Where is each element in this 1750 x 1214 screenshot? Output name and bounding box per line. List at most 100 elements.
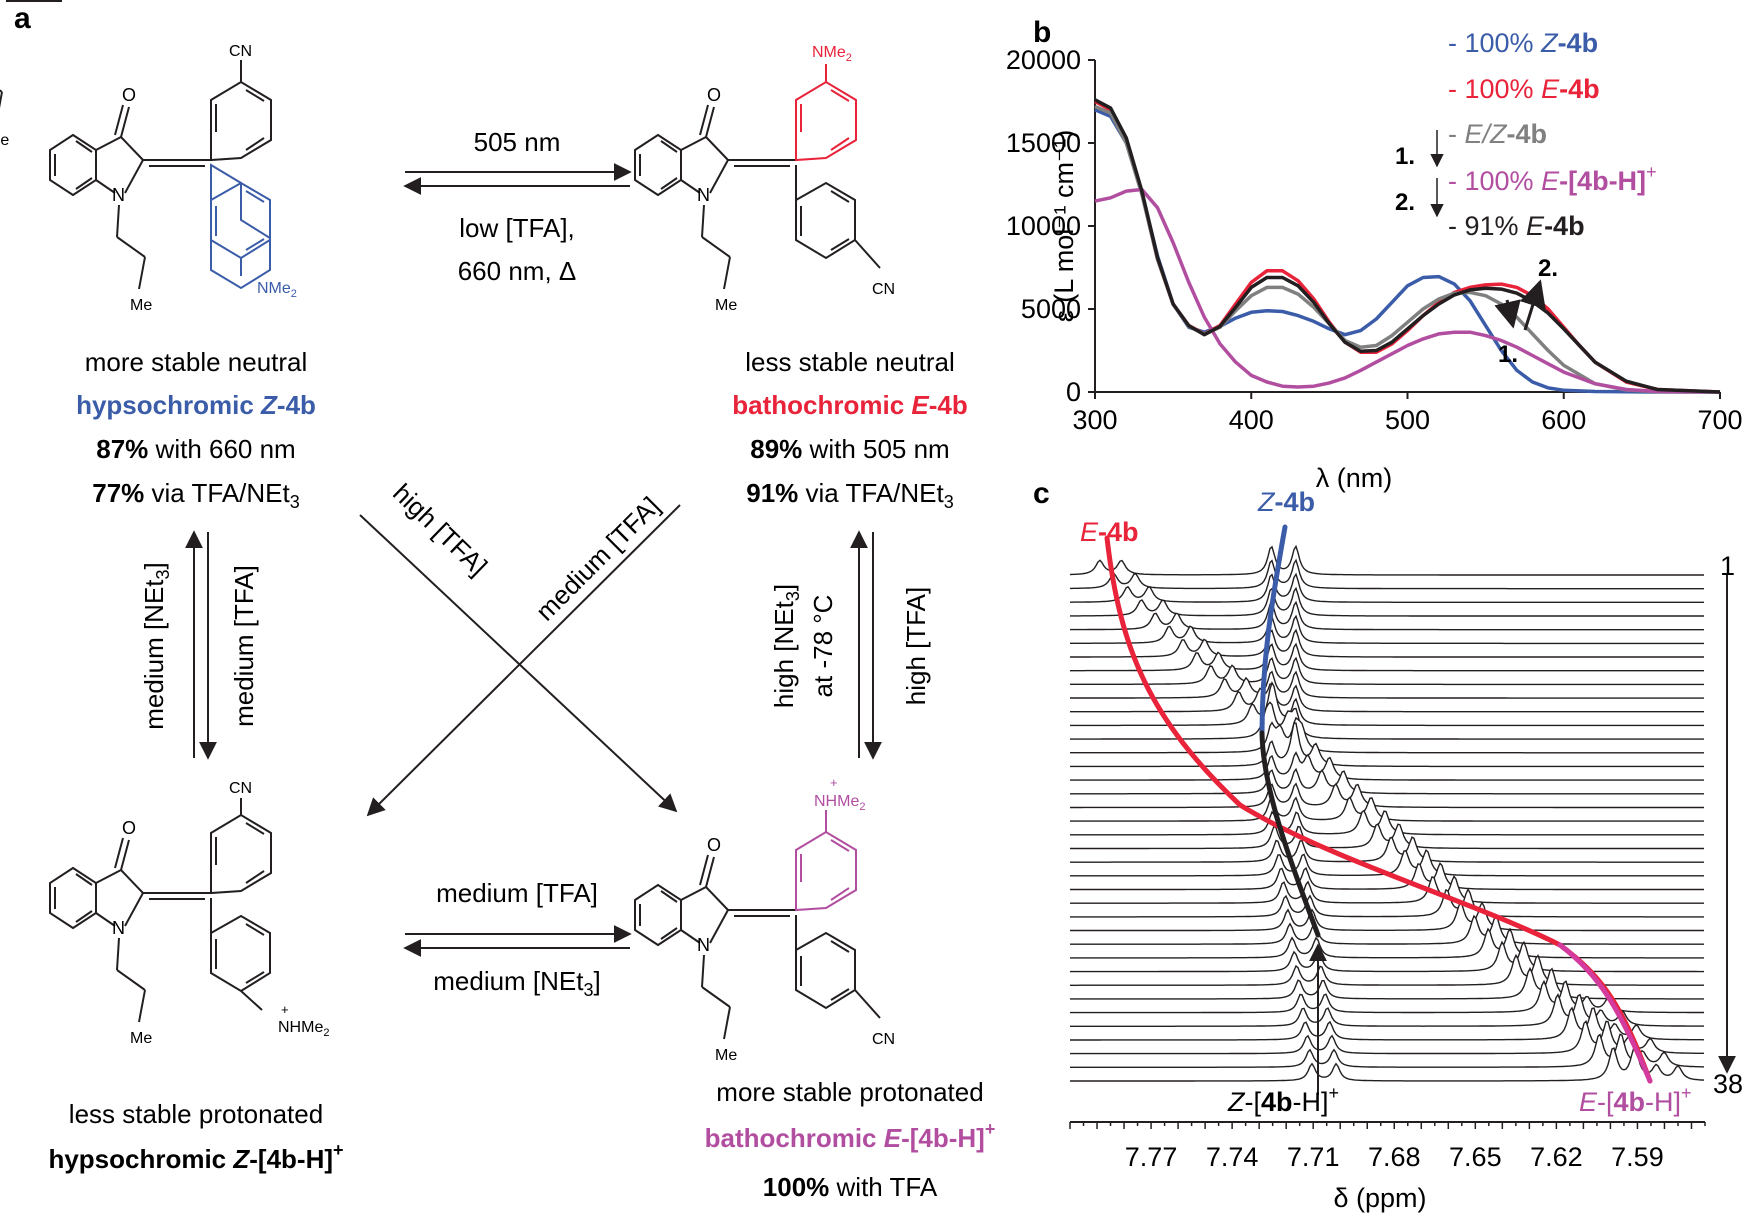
uv-ytick-label: 20000 <box>1006 45 1081 75</box>
nmr-spectrum-trace <box>1070 940 1704 973</box>
nmr-label-z4b: Z-4b <box>1257 487 1315 517</box>
bl-plus: + <box>281 1002 289 1017</box>
caption-top-left: more stable neutral hypsochromic Z-4b 87… <box>76 347 316 512</box>
panel-label-b: b <box>1033 16 1051 49</box>
nmr-spectrum-trace <box>1070 628 1704 658</box>
bl-nhme2-label: NHMe2 <box>278 1019 329 1039</box>
nmr-spectrum-trace <box>1070 642 1704 672</box>
cond-left-down: medium [TFA] <box>229 565 259 727</box>
tl-lower-aryl-nme2 <box>210 163 271 290</box>
svg-text:more stable neutral: more stable neutral <box>85 347 308 377</box>
br-cn-label: CN <box>872 1031 895 1048</box>
equilibrium-arrows-left <box>185 530 217 760</box>
panel-label-a: a <box>14 2 31 35</box>
cond-right-up-1: high [NEt3] <box>769 584 803 708</box>
br-nhme2-label: NHMe2 <box>814 793 865 813</box>
uv-step-1: 1. <box>1395 143 1415 170</box>
nmr-spectrum-trace <box>1070 1006 1705 1041</box>
tr-nme2-label: NMe2 <box>812 44 852 64</box>
uv-ylabel: ε (L mol⁻¹ cm⁻¹) <box>1049 130 1079 323</box>
nmr-spectrum-trace <box>1070 600 1704 631</box>
bl-lower-aryl-nhme2 <box>210 898 271 1011</box>
nmr-spectrum-trace <box>1070 614 1704 645</box>
svg-text:77% via TFA/NEt3: 77% via TFA/NEt3 <box>92 478 300 512</box>
caption-bottom-left: less stable protonated hypsochromic Z-[4… <box>48 1099 343 1174</box>
nmr-spectrum-trace <box>1070 682 1704 713</box>
uv-legend-entry: - E/Z-4b <box>1448 119 1547 149</box>
uv-xtick-label: 300 <box>1072 405 1117 435</box>
cond-top-back-2: 660 nm, Δ <box>458 256 577 286</box>
uv-legend-entry: - 100% E-[4b-H]+ <box>1448 162 1657 196</box>
equilibrium-arrows-bottom <box>403 925 632 957</box>
uv-step-2: 2. <box>1395 189 1415 216</box>
nmr-spectrum-trace <box>1070 681 1704 727</box>
nmr-spectrum-trace <box>1070 670 1704 699</box>
tr-upper-aryl-nme2 <box>795 64 857 162</box>
molecule-template: O N Me <box>0 0 62 149</box>
cond-top-forward: 505 nm <box>474 127 561 157</box>
tl-cn-label: CN <box>229 43 252 60</box>
nmr-xtick-label: 7.74 <box>1206 1142 1259 1172</box>
nmr-spectrum-trace <box>1070 993 1704 1027</box>
nmr-label-e4bh: E-[4b-H]+ <box>1579 1083 1692 1117</box>
tl-nme2-label: NMe2 <box>257 280 297 300</box>
uv-ytick-label: 5000 <box>1021 294 1081 324</box>
nmr-spectrum-trace <box>1070 809 1704 836</box>
cond-right-down: high [TFA] <box>901 587 931 706</box>
cond-right-up-2: at -78 °C <box>808 595 838 698</box>
uv-series-5 <box>1094 98 1721 394</box>
uv-legend-entry: - 100% E-4b <box>1448 74 1600 104</box>
nmr-axis: 7.77 7.74 7.71 7.68 7.65 7.62 7.59 <box>1069 1121 1706 1172</box>
svg-text:more stable protonated: more stable protonated <box>716 1077 983 1107</box>
curve-z-4b <box>1259 524 1288 736</box>
nmr-spectrum-trace <box>1070 875 1704 904</box>
nmr-spectrum-trace <box>1070 722 1704 768</box>
svg-text:bathochromic E-[4b-H]+: bathochromic E-[4b-H]+ <box>705 1119 996 1153</box>
nmr-spectrum-trace <box>1070 901 1704 932</box>
cond-bottom-forward: medium [TFA] <box>436 878 598 908</box>
tl-lower-ring <box>210 181 271 276</box>
uv-series <box>1094 98 1721 394</box>
uv-vis-chart: 0 5000 10000 15000 20000 300 400 500 600 700 ε (L… <box>1006 28 1743 493</box>
molecule-z-4b <box>49 84 212 315</box>
cond-diag-1: high [TFA] <box>387 478 493 582</box>
panel-label-c: c <box>1033 477 1050 510</box>
nmr-tracking-curves <box>1104 524 1653 1084</box>
uv-ytick-label: 15000 <box>1006 128 1081 158</box>
svg-text:less stable neutral: less stable neutral <box>745 347 955 377</box>
molecule-z-4bh <box>49 817 212 1048</box>
caption-top-right: less stable neutral bathochromic E-4b 89… <box>732 347 967 512</box>
nmr-spectrum-trace <box>1070 927 1704 959</box>
br-upper-aryl-nhme2 <box>795 810 857 912</box>
nmr-spectrum-trace <box>1070 767 1704 795</box>
uv-xtick-label: 400 <box>1229 405 1274 435</box>
caption-bottom-right: more stable protonated bathochromic E-[4… <box>705 1077 996 1202</box>
nmr-spectrum-trace <box>1070 953 1704 986</box>
nmr-spectrum-trace <box>1070 836 1704 863</box>
nmr-spectrum-trace <box>1069 544 1704 576</box>
uv-legend: - 100% Z-4b - 100% E-4b - E/Z-4b - 100% E-[… <box>1448 28 1657 241</box>
nmr-spectrum-trace <box>1070 862 1704 891</box>
nmr-stack-chart: 1 38 E-4b Z-4b Z-[4b-H]+ E-[4b-H]+ 7.77 7… <box>1069 487 1743 1213</box>
nmr-spectrum-trace <box>1070 656 1704 686</box>
svg-text:89% with 505 nm: 89% with 505 nm <box>750 434 949 464</box>
tr-lower-aryl-cn <box>795 165 881 269</box>
nmr-xtick-label: 7.59 <box>1611 1142 1664 1172</box>
uv-xtick-label: 600 <box>1541 405 1586 435</box>
nmr-spectrum-trace <box>1070 558 1704 590</box>
nmr-last-label: 38 <box>1713 1069 1743 1099</box>
svg-text:87% with 660 nm: 87% with 660 nm <box>96 434 295 464</box>
cond-bottom-back: medium [NEt3] <box>433 966 601 1000</box>
equilibrium-arrows-right <box>850 530 882 760</box>
nmr-xtick-label: 7.65 <box>1449 1142 1502 1172</box>
nmr-spectrum-trace <box>1070 1046 1705 1082</box>
tl-upper-aryl-cn <box>210 60 272 162</box>
uv-ytick-label: 0 <box>1066 377 1081 407</box>
equilibrium-arrows-top <box>403 163 632 195</box>
uv-legend-entry: - 100% Z-4b <box>1448 28 1598 58</box>
cond-top-back-1: low [TFA], <box>459 213 575 243</box>
uv-annotation-2: 2. <box>1538 255 1558 282</box>
svg-text:91% via TFA/NEt3: 91% via TFA/NEt3 <box>746 478 954 512</box>
uv-xlabel: λ (nm) <box>1316 463 1393 493</box>
